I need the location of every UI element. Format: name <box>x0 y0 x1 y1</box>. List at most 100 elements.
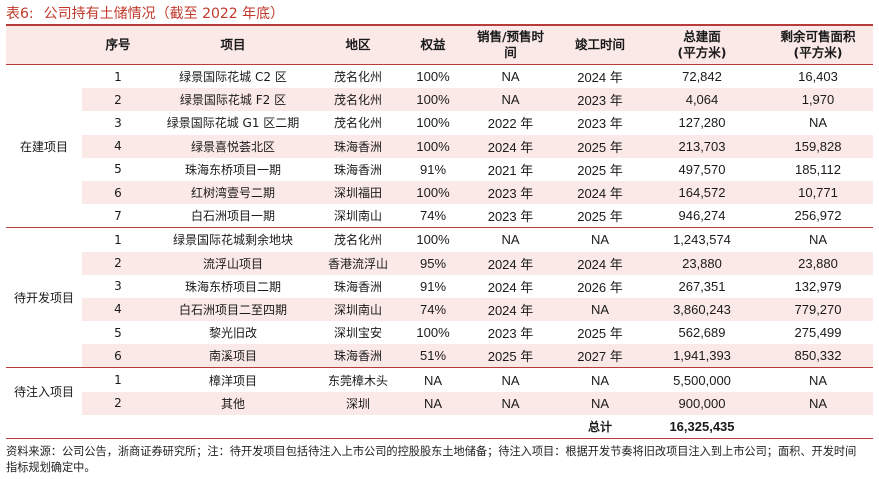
table-row: 5 黎光旧改 深圳宝安 100% 2023 年 2025 年 562,689 275,499 <box>6 321 873 344</box>
total-empty-cell <box>82 414 154 439</box>
cell-gfa: 1,243,574 <box>641 227 763 252</box>
cell-region: 茂名化州 <box>312 88 404 112</box>
cell-saleable: 275,499 <box>794 325 842 341</box>
cell-region: 珠海香洲 <box>312 134 404 158</box>
cell-completion: 2025 年 <box>559 134 641 158</box>
cell-index: 2 <box>82 391 154 415</box>
cell-project: 白石洲项目二至四期 <box>154 297 312 322</box>
footnote: 资料来源：公司公告，浙商证券研究所；注：待开发项目包括待注入上市公司的控股股东土… <box>6 445 857 474</box>
table-title: 表6: 公司持有土储情况（截至 2022 年底） <box>6 3 284 23</box>
header-equity: 权益 <box>404 26 462 65</box>
cell-gfa: 164,572 <box>641 180 763 205</box>
cell-gfa: 127,280 <box>678 115 726 131</box>
cell-saleable: 10,771 <box>763 180 873 205</box>
cell-sale-time: 2024 年 <box>462 297 559 322</box>
cell-saleable: NA <box>808 115 828 131</box>
cell-equity: 100% <box>404 88 462 112</box>
total-empty-cell <box>6 414 82 439</box>
cell-index: 6 <box>82 344 154 368</box>
cell-project: 绿景喜悦荟北区 <box>154 134 312 158</box>
cell-saleable: 779,270 <box>763 297 873 322</box>
cell-gfa: 562,689 <box>678 325 726 341</box>
cell-completion: 2025 年 <box>577 326 623 342</box>
cell-equity: 100% <box>404 64 462 89</box>
cell-project: 绿景国际花城 F2 区 <box>154 88 312 112</box>
land-bank-table: 序号 项目 地区 权益 销售/预售时间 竣工时间 总建面 (平方米) 剩余可售面积… <box>6 26 873 439</box>
total-empty-cell <box>763 414 873 439</box>
table-row: 2 其他 深圳 NA NA NA 900,000 NA <box>6 391 873 415</box>
cell-saleable: 23,880 <box>763 251 873 275</box>
cell-equity: 100% <box>404 227 462 252</box>
header-index: 序号 <box>82 26 154 65</box>
total-empty-cell <box>312 414 404 439</box>
cell-project: 流浮山项目 <box>154 251 312 275</box>
cell-sale-time: 2024 年 <box>487 279 534 295</box>
cell-region: 茂名化州 <box>312 64 404 89</box>
cell-sale-time: 2023 年 <box>487 326 534 342</box>
cell-region: 香港流浮山 <box>312 251 404 275</box>
header-group <box>6 26 82 65</box>
cell-saleable: 850,332 <box>763 344 873 368</box>
cell-completion: 2024 年 <box>559 180 641 205</box>
cell-project: 红树湾壹号二期 <box>154 180 312 205</box>
table-caption: 公司持有土储情况（截至 2022 年底） <box>43 6 285 22</box>
table-row: 3 绿景国际花城 G1 区二期 茂名化州 100% 2022 年 2023 年 127,28… <box>6 111 873 134</box>
cell-sale-time: NA <box>462 391 559 415</box>
cell-gfa: 4,064 <box>641 88 763 112</box>
cell-region: 深圳南山 <box>312 297 404 322</box>
header-sale-time: 销售/预售时间 <box>462 26 559 65</box>
cell-sale-time: NA <box>462 227 559 252</box>
cell-completion: 2026 年 <box>577 279 623 295</box>
cell-saleable: 159,828 <box>763 134 873 158</box>
cell-completion: 2023 年 <box>559 88 641 112</box>
cell-saleable: 185,112 <box>794 161 842 177</box>
section-group-label: 在建项目 <box>6 63 82 228</box>
cell-index: 3 <box>114 115 122 130</box>
cell-index: 1 <box>82 367 154 392</box>
cell-saleable: NA <box>763 391 873 415</box>
cell-project: 绿景国际花城剩余地块 <box>154 227 312 252</box>
cell-completion: 2025 年 <box>577 209 623 225</box>
table-row: 6 南溪项目 珠海香洲 51% 2025 年 2027 年 1,941,393 850,332 <box>6 344 873 368</box>
cell-gfa: 5,500,000 <box>641 367 763 392</box>
cell-sale-time: 2021 年 <box>487 162 534 178</box>
cell-region: 珠海香洲 <box>312 344 404 368</box>
cell-index: 6 <box>82 180 154 205</box>
cell-project: 珠海东桥项目一期 <box>184 162 281 177</box>
table-row: 4 白石洲项目二至四期 深圳南山 74% 2024 年 NA 3,860,243 779,27… <box>6 297 873 322</box>
cell-region: 东莞樟木头 <box>312 367 404 392</box>
cell-project: 樟洋项目 <box>154 367 312 392</box>
header-row: 序号 项目 地区 权益 销售/预售时间 竣工时间 总建面 (平方米) 剩余可售面积… <box>6 26 873 65</box>
cell-equity: 74% <box>404 297 462 322</box>
table-row: 2 流浮山项目 香港流浮山 95% 2024 年 2024 年 23,880 23,880 <box>6 251 873 275</box>
cell-completion: NA <box>559 367 641 392</box>
cell-sale-time: NA <box>462 367 559 392</box>
cell-equity: 100% <box>404 134 462 158</box>
cell-index: 7 <box>114 208 122 223</box>
cell-project: 其他 <box>154 391 312 415</box>
cell-equity: 74% <box>419 208 447 224</box>
total-gfa: 16,325,435 <box>641 414 763 439</box>
cell-equity: 91% <box>419 278 447 294</box>
table-row: 4 绿景喜悦荟北区 珠海香洲 100% 2024 年 2025 年 213,703 159,8… <box>6 134 873 158</box>
cell-region: 深圳宝安 <box>333 326 382 341</box>
cell-gfa: 23,880 <box>641 251 763 275</box>
cell-equity: 100% <box>404 180 462 205</box>
cell-gfa: 72,842 <box>641 64 763 89</box>
cell-equity: 91% <box>419 161 447 177</box>
cell-sale-time: 2024 年 <box>462 251 559 275</box>
table-row: 5 珠海东桥项目一期 珠海香洲 91% 2021 年 2025 年 497,570 185,1… <box>6 158 873 181</box>
total-row: 总计 16,325,435 <box>6 414 873 439</box>
cell-region: 深圳福田 <box>312 180 404 205</box>
top-rule <box>6 24 873 26</box>
cell-equity: 100% <box>416 115 450 131</box>
cell-completion: 2024 年 <box>559 251 641 275</box>
cell-sale-time: NA <box>462 88 559 112</box>
cell-index: 4 <box>82 134 154 158</box>
table-row: 6 红树湾壹号二期 深圳福田 100% 2023 年 2024 年 164,572 10,77… <box>6 180 873 205</box>
cell-region: 珠海香洲 <box>333 279 382 294</box>
cell-equity: 51% <box>404 344 462 368</box>
cell-sale-time: NA <box>462 64 559 89</box>
cell-region: 深圳南山 <box>333 209 382 224</box>
table-row: 3 珠海东桥项目二期 珠海香洲 91% 2024 年 2026 年 267,351 132,9… <box>6 275 873 298</box>
